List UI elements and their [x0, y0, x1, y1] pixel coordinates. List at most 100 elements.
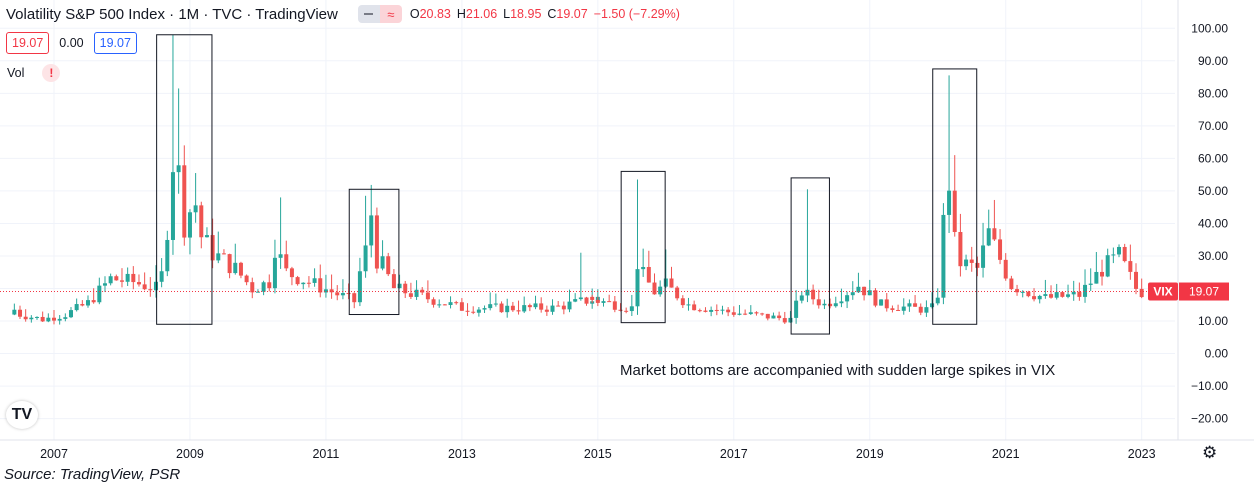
- y-tick-label: 60.00: [1198, 151, 1228, 165]
- candle-body: [374, 215, 379, 269]
- chart-annotation: Market bottoms are accompanied with sudd…: [620, 362, 1056, 379]
- candle-body: [102, 283, 107, 286]
- candle-body: [624, 310, 629, 312]
- minus-icon[interactable]: [357, 5, 380, 23]
- source-caption: Source: TradingView, PSR: [4, 466, 181, 483]
- volume-legend: Vol !: [7, 64, 61, 82]
- candle-body: [658, 286, 663, 295]
- candle-body: [918, 306, 923, 313]
- close-value: 19.07: [556, 7, 588, 21]
- candle-body: [1043, 294, 1048, 296]
- candle-body: [312, 278, 317, 283]
- candle-body: [125, 273, 130, 282]
- candle-body: [714, 309, 719, 311]
- candle-body: [159, 271, 164, 282]
- candle-body: [539, 303, 544, 310]
- candle-body: [1100, 271, 1105, 277]
- candle-body: [301, 282, 306, 285]
- high-label: H: [456, 7, 466, 21]
- candle-body: [1117, 246, 1122, 255]
- gear-icon[interactable]: ⚙: [1202, 443, 1218, 462]
- spike-highlight-box: [790, 177, 830, 335]
- candle-body: [952, 190, 957, 233]
- candle-body: [267, 282, 272, 289]
- candle-body: [1015, 289, 1020, 293]
- wave-icon[interactable]: ≈: [379, 5, 402, 23]
- candle-body: [669, 278, 674, 288]
- candle-body: [1009, 278, 1014, 290]
- candle-body: [91, 300, 96, 303]
- candle-body: [187, 212, 192, 238]
- candle-body: [29, 317, 34, 320]
- candle-body: [465, 310, 470, 312]
- spread-value: 0.00: [59, 36, 84, 50]
- candle-body: [867, 290, 872, 296]
- candle-body: [811, 289, 816, 300]
- candle-body: [306, 282, 311, 284]
- x-tick-label: 2019: [856, 447, 884, 461]
- candle-body: [788, 317, 793, 323]
- open-value: 20.83: [419, 7, 451, 21]
- candle-body: [1071, 291, 1076, 295]
- candle-body: [527, 305, 532, 308]
- candle-body: [244, 275, 249, 283]
- candle-body: [1134, 271, 1139, 289]
- y-tick-label: 0.00: [1205, 347, 1229, 361]
- candle-body: [193, 205, 198, 213]
- candle-body: [471, 311, 476, 313]
- open-label: O: [409, 7, 420, 21]
- warning-icon[interactable]: !: [42, 64, 61, 82]
- change-value: −1.50 (−7.29%): [593, 7, 680, 21]
- candle-body: [975, 262, 980, 268]
- candle-body: [1111, 254, 1116, 256]
- candle-body: [329, 289, 334, 293]
- candle-body: [556, 305, 561, 307]
- candle-body: [1077, 291, 1082, 297]
- candle-body: [794, 300, 799, 318]
- x-tick-label: 2007: [40, 447, 68, 461]
- candle-body: [97, 285, 102, 303]
- candle-body: [896, 309, 901, 311]
- candle-body: [935, 297, 940, 304]
- candle-body: [108, 276, 113, 284]
- candle-body: [1088, 283, 1093, 285]
- candle-body: [550, 305, 555, 312]
- candle-body: [805, 289, 810, 296]
- candle-body: [176, 165, 181, 173]
- candle-body: [35, 316, 40, 318]
- candle-body: [261, 282, 266, 292]
- candle-body: [771, 315, 776, 319]
- candle-body: [595, 299, 600, 303]
- legend-controls[interactable]: ≈: [357, 5, 402, 23]
- candle-body: [488, 304, 493, 309]
- candle-body: [629, 306, 634, 312]
- y-tick-label: 40.00: [1198, 216, 1228, 230]
- x-tick-label: 2021: [992, 447, 1020, 461]
- tradingview-logo-icon[interactable]: TV: [6, 401, 38, 429]
- candle-body: [425, 292, 430, 300]
- candle-body: [369, 215, 374, 246]
- candle-body: [890, 308, 895, 310]
- candle-body: [641, 266, 646, 270]
- candle-body: [941, 214, 946, 298]
- candle-body: [544, 309, 549, 312]
- candle-body: [114, 276, 119, 281]
- candle-body: [414, 289, 419, 297]
- spike-highlight-box: [348, 188, 400, 316]
- candle-body: [23, 316, 28, 320]
- candle-body: [289, 268, 294, 278]
- candle-body: [227, 254, 232, 274]
- candle-body: [981, 245, 986, 268]
- sell-button[interactable]: 19.07: [6, 32, 50, 54]
- candle-body: [346, 293, 351, 295]
- candle-body: [760, 313, 765, 315]
- volume-label: Vol: [7, 66, 25, 80]
- candle-body: [63, 317, 68, 319]
- candle-body: [255, 291, 260, 293]
- y-tick-label: 80.00: [1198, 86, 1228, 100]
- buy-button[interactable]: 19.07: [93, 32, 137, 54]
- low-label: L: [503, 7, 511, 21]
- price-label-value: 19.07: [1189, 285, 1219, 299]
- spike-highlight-box: [620, 170, 666, 324]
- candle-body: [46, 317, 51, 322]
